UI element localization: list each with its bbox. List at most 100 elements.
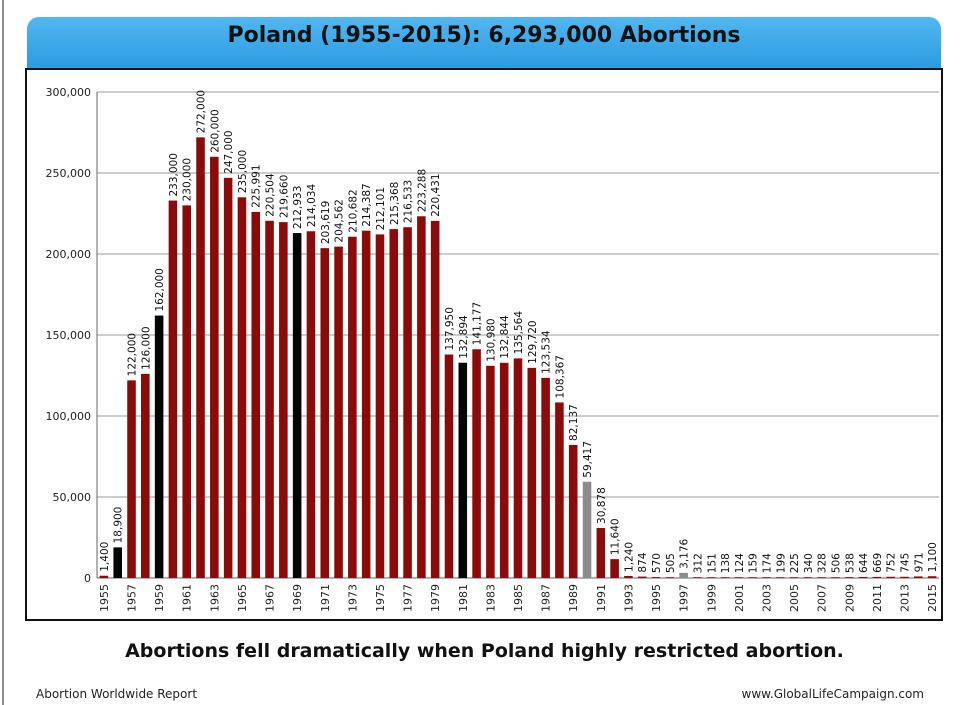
data-label: 124 (734, 553, 746, 573)
x-tick-label: 1955 (98, 584, 111, 612)
data-label: 132,844 (499, 315, 511, 359)
bar (168, 200, 178, 579)
data-label: 235,000 (237, 150, 249, 193)
footer-website-link[interactable]: www.GlobalLifeCampaign.com (741, 687, 924, 701)
footer-report-name: Abortion Worldwide Report (36, 687, 198, 701)
data-label: 570 (651, 553, 663, 573)
bar (803, 577, 813, 578)
y-tick-label: 300,000 (46, 86, 92, 99)
x-tick-label: 1975 (374, 584, 387, 612)
data-label: 123,534 (541, 330, 553, 374)
bar (568, 444, 578, 578)
data-label: 225 (789, 553, 801, 573)
data-label: 874 (637, 552, 649, 572)
y-tick-label: 0 (84, 572, 91, 585)
data-label: 204,562 (334, 199, 346, 242)
bar (375, 234, 385, 578)
data-label: 126,000 (140, 326, 152, 369)
data-label: 272,000 (196, 90, 208, 133)
bar (748, 577, 757, 578)
bar (914, 576, 923, 578)
bar (403, 227, 412, 578)
data-label: 18,900 (113, 507, 125, 544)
header-banner: Poland (1955-2015): 6,293,000 Abortions (27, 17, 941, 69)
y-tick-label: 100,000 (46, 410, 92, 423)
data-label: 108,367 (554, 355, 566, 398)
x-tick-label: 1957 (126, 584, 139, 612)
bar (693, 577, 702, 578)
data-label: 130,980 (485, 318, 497, 361)
data-label: 220,431 (430, 173, 442, 216)
x-tick-label: 1989 (567, 584, 580, 612)
bar (127, 380, 136, 578)
data-label: 212,933 (292, 186, 304, 229)
x-tick-label: 2005 (788, 584, 801, 612)
bar (389, 229, 399, 578)
data-label: 141,177 (472, 302, 484, 345)
data-label: 137,950 (444, 307, 456, 350)
data-label: 260,000 (209, 109, 221, 152)
bar (154, 315, 164, 578)
data-label: 159 (748, 553, 760, 573)
bar (486, 365, 495, 578)
chart-frame: 0 50,000 100,000 150,000 200,000 250,000 300,0… (25, 68, 943, 621)
bar (223, 177, 233, 579)
bar (113, 547, 122, 578)
data-label: 174 (761, 553, 773, 573)
data-label: 11,640 (610, 518, 622, 555)
x-tick-label: 1971 (319, 584, 332, 612)
data-label: 216,533 (403, 180, 415, 223)
bar (279, 222, 288, 578)
x-tick-label: 1973 (346, 584, 359, 612)
x-tick-label: 2015 (926, 584, 939, 612)
bar (872, 576, 882, 578)
bar (334, 246, 343, 579)
data-label: 1,240 (623, 542, 635, 572)
bar (182, 205, 191, 578)
bar (665, 577, 675, 578)
data-label: 669 (872, 553, 884, 573)
bar (361, 230, 371, 578)
data-label: 212,101 (375, 187, 387, 230)
bar (444, 354, 454, 578)
bar (582, 481, 592, 578)
bar (858, 576, 868, 578)
data-label: 214,034 (306, 184, 318, 228)
data-label: 506 (830, 553, 842, 573)
bar (306, 231, 316, 578)
bar (292, 233, 302, 579)
bar (734, 577, 744, 578)
bar (679, 572, 688, 578)
bar (417, 216, 426, 578)
data-label: 59,417 (582, 441, 594, 478)
x-tick-label: 2013 (898, 584, 911, 612)
bar (99, 575, 109, 578)
x-tick-label: 1983 (484, 584, 497, 612)
page-left-rule (2, 0, 4, 705)
bar (541, 377, 550, 578)
data-label: 312 (692, 553, 704, 573)
data-label: 230,000 (182, 158, 194, 201)
bar (706, 577, 716, 578)
data-label: 1,100 (927, 542, 939, 572)
x-tick-label: 1987 (540, 584, 553, 612)
x-tick-label: 1959 (153, 584, 166, 612)
bar (458, 362, 468, 578)
bar (265, 220, 274, 578)
x-tick-label: 2007 (816, 584, 829, 612)
bar (886, 576, 895, 578)
data-label: 328 (817, 553, 829, 573)
x-tick-label: 1995 (650, 584, 663, 612)
bar (196, 137, 205, 579)
bar (762, 577, 771, 578)
data-label: 745 (899, 553, 911, 573)
data-label: 219,660 (278, 175, 290, 218)
bar (610, 559, 619, 578)
data-label: 247,000 (223, 130, 235, 173)
bar (527, 367, 537, 578)
data-label: 505 (665, 553, 677, 573)
y-tick-label: 50,000 (53, 491, 92, 504)
x-tick-label: 1977 (402, 584, 415, 612)
data-label: 30,878 (596, 487, 608, 524)
data-label: 220,504 (265, 173, 277, 217)
